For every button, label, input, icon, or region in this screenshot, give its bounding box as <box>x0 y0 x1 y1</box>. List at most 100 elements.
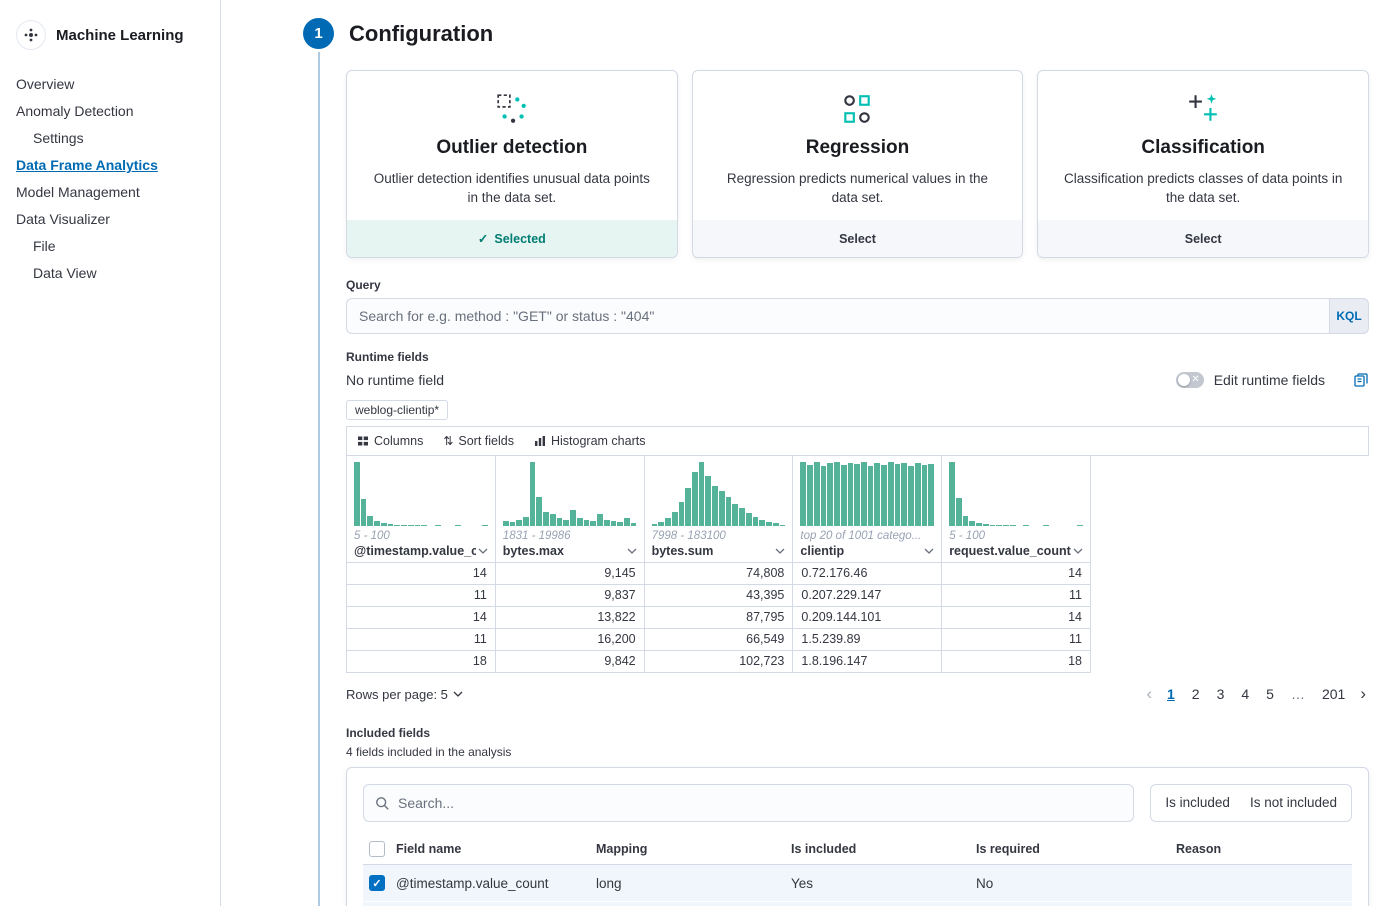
card-footer-select[interactable]: Select <box>1038 220 1368 257</box>
grid-cell[interactable]: 9,837 <box>495 585 645 607</box>
card-description: Classification predicts classes of data … <box>1063 171 1343 205</box>
pagination-ellipsis: … <box>1290 686 1305 702</box>
grid-cell[interactable]: 1.5.239.89 <box>793 629 943 651</box>
histogram-bar <box>914 463 921 526</box>
histogram-bar <box>901 462 908 526</box>
copy-to-clipboard-icon[interactable] <box>1353 372 1369 388</box>
filter-is-included-button[interactable]: Is included <box>1165 795 1230 810</box>
card-outlier-detection[interactable]: Outlier detection Outlier detection iden… <box>346 70 678 258</box>
histogram-bar <box>583 519 590 526</box>
app-title: Machine Learning <box>56 26 184 44</box>
grid-cell[interactable]: 0.207.229.147 <box>793 585 943 607</box>
fields-search-input[interactable] <box>398 795 1123 811</box>
grid-cell[interactable]: 14 <box>347 607 496 629</box>
column-actions-chevron-icon[interactable] <box>775 548 785 554</box>
histogram-bar <box>739 508 745 526</box>
grid-column-header-clientip: top 20 of 1001 catego... clientip <box>793 456 943 563</box>
query-row: KQL <box>346 298 1369 334</box>
grid-cell[interactable]: 0.72.176.46 <box>793 563 943 585</box>
query-search-input[interactable] <box>346 298 1329 334</box>
grid-cell[interactable]: 11 <box>942 585 1091 607</box>
column-name: request.value_count <box>949 544 1071 558</box>
histogram-bar <box>360 499 367 526</box>
sidebar-item-anomaly-detection[interactable]: Anomaly Detection <box>16 103 134 119</box>
filter-is-not-included-button[interactable]: Is not included <box>1249 795 1337 810</box>
sidebar-item-data-frame-analytics[interactable]: Data Frame Analytics <box>16 157 158 173</box>
sidebar-item-data-view[interactable]: Data View <box>33 265 97 281</box>
pagination-page-5[interactable]: 5 <box>1266 686 1274 702</box>
grid-cell[interactable]: 18 <box>942 651 1091 673</box>
column-actions-chevron-icon[interactable] <box>924 548 934 554</box>
card-regression[interactable]: Regression Regression predicts numerical… <box>691 70 1024 258</box>
pagination-page-1[interactable]: 1 <box>1166 686 1175 702</box>
select-all-checkbox[interactable] <box>369 841 385 857</box>
sidebar-item-file[interactable]: File <box>33 238 56 254</box>
histogram-bar <box>414 524 421 526</box>
histogram-bar <box>692 471 698 526</box>
column-actions-chevron-icon[interactable] <box>627 548 637 554</box>
grid-cell[interactable]: 1.8.196.147 <box>793 651 943 673</box>
grid-cell[interactable]: 9,842 <box>495 651 645 673</box>
grid-cell[interactable]: 14 <box>347 563 496 585</box>
histogram-bar <box>563 519 570 526</box>
card-footer-select[interactable]: Select <box>692 220 1023 257</box>
grid-footer: Rows per page: 5 ‹ 1 2 3 4 5 … 201 › <box>346 684 1369 704</box>
sidebar-item-model-management[interactable]: Model Management <box>16 184 140 200</box>
kql-button[interactable]: KQL <box>1329 298 1369 334</box>
sidebar-item-settings[interactable]: Settings <box>33 130 84 146</box>
histogram-charts-button[interactable]: Histogram charts <box>534 434 645 448</box>
grid-cell[interactable]: 0.209.144.101 <box>793 607 943 629</box>
index-pattern-chip[interactable]: weblog-clientip* <box>346 400 449 420</box>
pagination-next-icon[interactable]: › <box>1360 684 1366 703</box>
pagination-page-2[interactable]: 2 <box>1191 686 1200 702</box>
histogram-bytes.sum <box>651 462 786 526</box>
grid-cell[interactable]: 66,549 <box>644 629 794 651</box>
card-description: Regression predicts numerical values in … <box>726 171 989 205</box>
grid-cell[interactable]: 11 <box>347 585 496 607</box>
column-actions-chevron-icon[interactable] <box>1073 548 1083 554</box>
histogram-bar <box>745 513 752 526</box>
edit-runtime-fields-toggle[interactable]: ✕ <box>1175 372 1204 388</box>
grid-cell[interactable]: 14 <box>942 607 1091 629</box>
card-title: Classification <box>1141 137 1265 158</box>
sidebar-item-overview[interactable]: Overview <box>16 76 75 92</box>
histogram-bar <box>759 519 766 526</box>
column-actions-chevron-icon[interactable] <box>478 548 488 554</box>
grid-cell[interactable]: 43,395 <box>644 585 794 607</box>
card-classification[interactable]: Classification Classification predicts c… <box>1037 70 1369 258</box>
runtime-row: No runtime field ✕ Edit runtime fields <box>346 372 1369 388</box>
grid-cell[interactable]: 74,808 <box>644 563 794 585</box>
histogram-bar <box>401 524 407 526</box>
histogram-bar <box>718 490 725 526</box>
histogram-bar <box>603 519 610 526</box>
sort-fields-button[interactable]: ⇅ Sort fields <box>443 434 514 448</box>
columns-label: Columns <box>374 434 424 448</box>
pagination-page-3[interactable]: 3 <box>1216 686 1225 702</box>
card-footer-selected[interactable]: ✓ Selected <box>347 220 677 257</box>
histogram-bar <box>921 465 928 526</box>
histogram-bar <box>502 520 509 526</box>
grid-cell[interactable]: 11 <box>942 629 1091 651</box>
grid-cell[interactable]: 13,822 <box>495 607 645 629</box>
histogram-bar <box>1009 524 1016 526</box>
sidebar-item-data-visualizer[interactable]: Data Visualizer <box>16 211 110 227</box>
column-name-row: bytes.max <box>503 544 637 558</box>
grid-cell[interactable]: 102,723 <box>644 651 794 673</box>
grid-cell[interactable]: 14 <box>942 563 1091 585</box>
rows-per-page-button[interactable]: Rows per page: 5 <box>346 687 463 702</box>
grid-cell[interactable]: 18 <box>347 651 496 673</box>
grid-cell[interactable]: 9,145 <box>495 563 645 585</box>
columns-button[interactable]: Columns <box>357 434 423 448</box>
grid-cell[interactable]: 87,795 <box>644 607 794 629</box>
histogram-bar <box>887 462 894 526</box>
row-checkbox[interactable]: ✓ <box>369 875 385 891</box>
histogram-bar <box>949 462 955 526</box>
pagination-page-4[interactable]: 4 <box>1241 686 1250 702</box>
pagination-prev-icon[interactable]: ‹ <box>1146 684 1152 703</box>
pagination-page-201[interactable]: 201 <box>1321 686 1346 702</box>
grid-cell[interactable]: 16,200 <box>495 629 645 651</box>
histogram-bar <box>989 524 996 526</box>
histogram-bar <box>982 524 989 526</box>
grid-cell[interactable]: 11 <box>347 629 496 651</box>
